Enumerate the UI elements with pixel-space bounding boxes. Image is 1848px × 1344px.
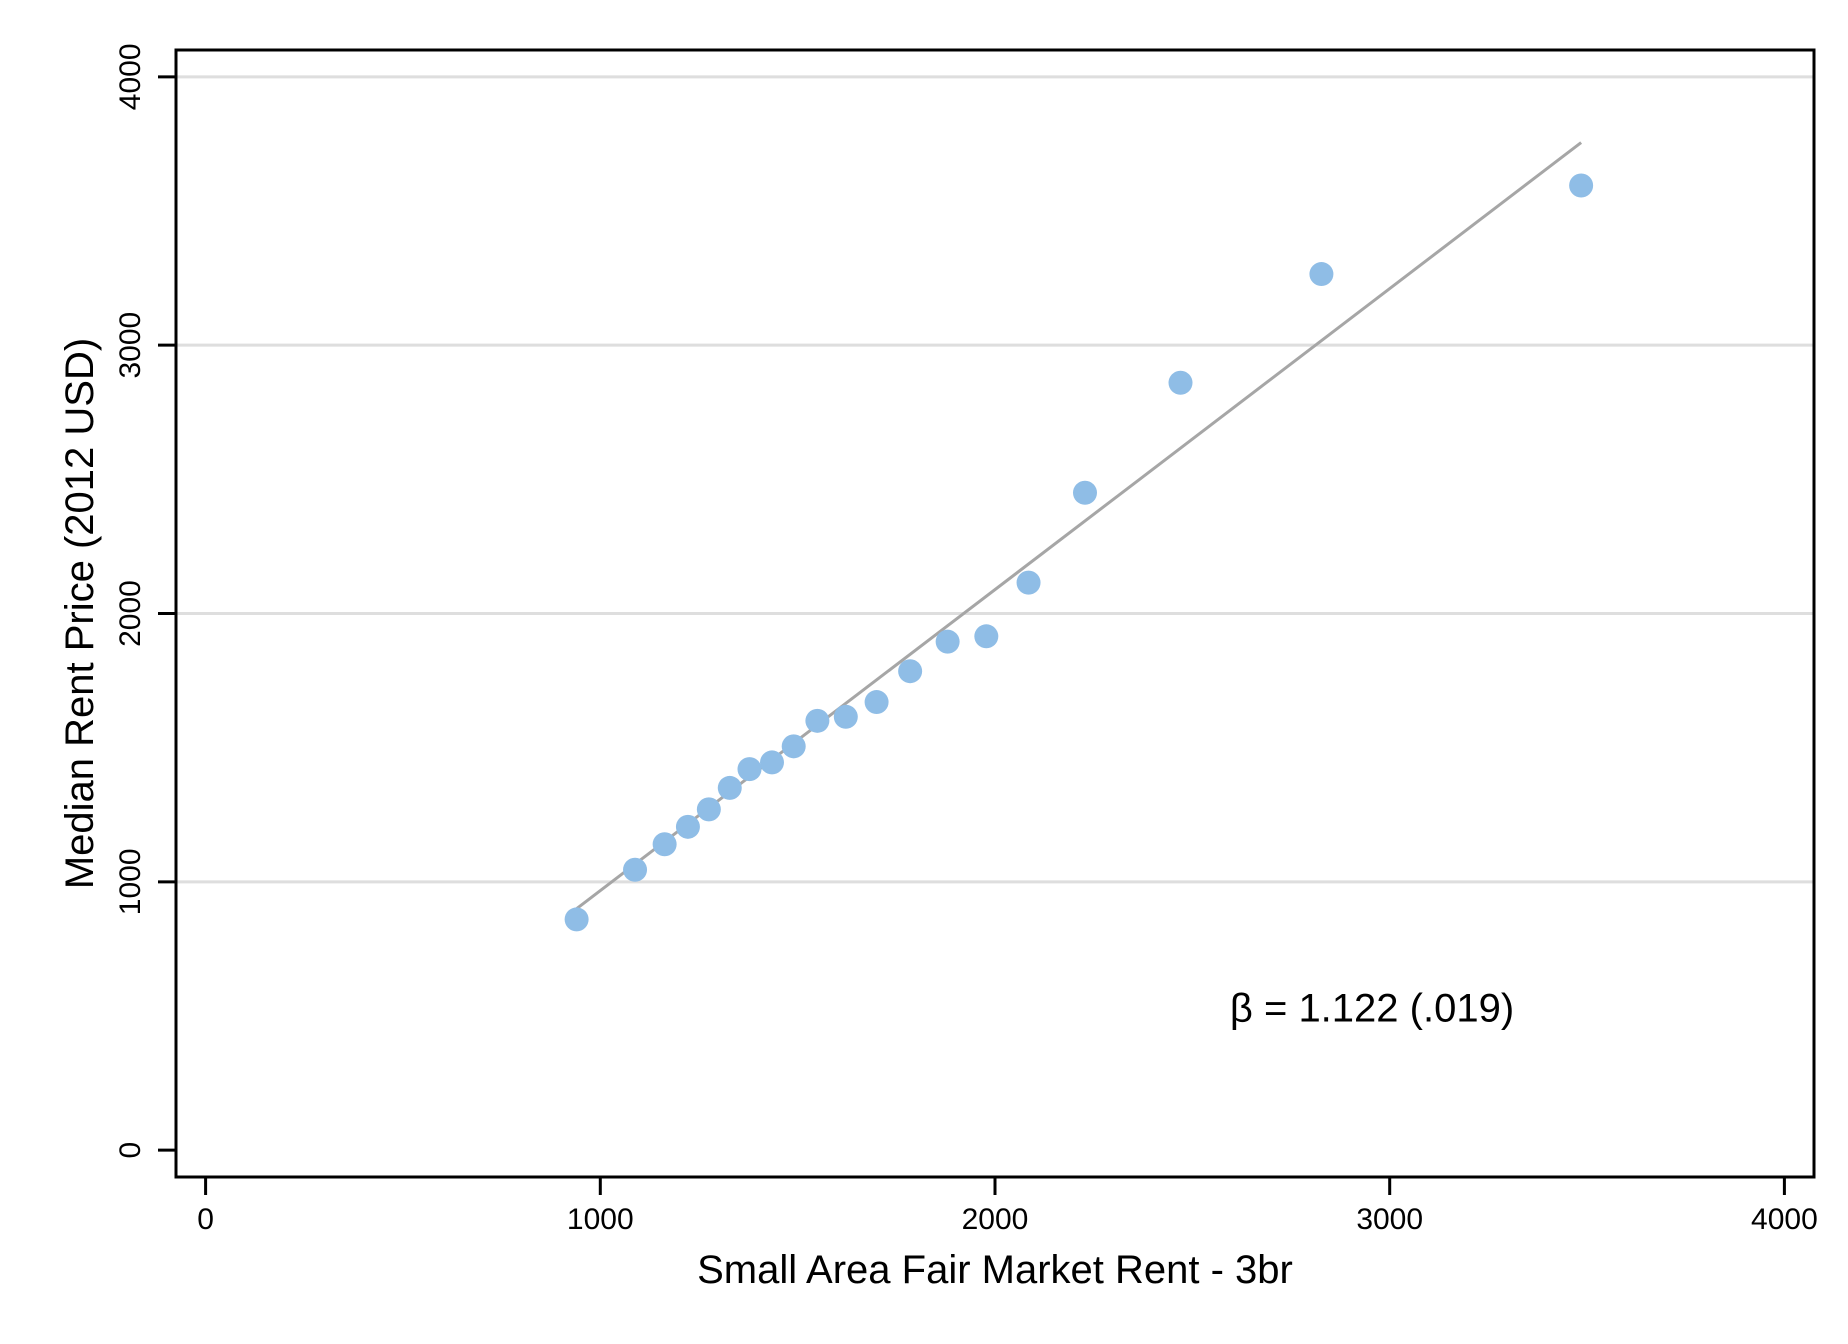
y-tick-label: 0 <box>114 1142 147 1159</box>
x-tick-label: 3000 <box>1356 1203 1423 1236</box>
x-tick-label: 0 <box>197 1203 214 1236</box>
x-tick-label: 4000 <box>1751 1203 1818 1236</box>
gridlines <box>176 75 1814 884</box>
data-point <box>1569 173 1594 198</box>
axis-ticks: 0 1000 2000 3000 4000 0 1000 2000 3000 4000 <box>114 43 1818 1236</box>
y-tick-label: 3000 <box>114 312 147 379</box>
data-point <box>864 690 889 715</box>
data-point <box>623 857 648 882</box>
fit-line <box>575 141 1583 910</box>
data-point <box>759 750 784 775</box>
data-point <box>737 757 762 782</box>
data-point <box>1016 570 1041 595</box>
data-point <box>564 907 589 932</box>
data-point <box>805 708 830 733</box>
data-point <box>717 775 742 800</box>
data-point <box>781 734 806 759</box>
beta-annotation: β = 1.122 (.019) <box>1230 986 1514 1030</box>
data-point <box>652 832 677 857</box>
y-tick-label: 2000 <box>114 580 147 647</box>
data-points <box>564 173 1594 932</box>
data-point <box>1309 262 1334 287</box>
data-point <box>696 797 721 822</box>
data-point <box>974 624 999 649</box>
x-tick-label: 2000 <box>962 1203 1029 1236</box>
data-point <box>1072 480 1097 505</box>
y-tick-label: 1000 <box>114 848 147 915</box>
data-point <box>1168 370 1193 395</box>
data-point <box>935 629 960 654</box>
data-point <box>675 814 700 839</box>
data-point <box>833 704 858 729</box>
y-axis-title: Median Rent Price (2012 USD) <box>58 338 102 889</box>
y-tick-label: 4000 <box>114 43 147 110</box>
x-tick-label: 1000 <box>567 1203 634 1236</box>
data-point <box>898 659 923 684</box>
x-axis-title: Small Area Fair Market Rent - 3br <box>697 1248 1293 1292</box>
